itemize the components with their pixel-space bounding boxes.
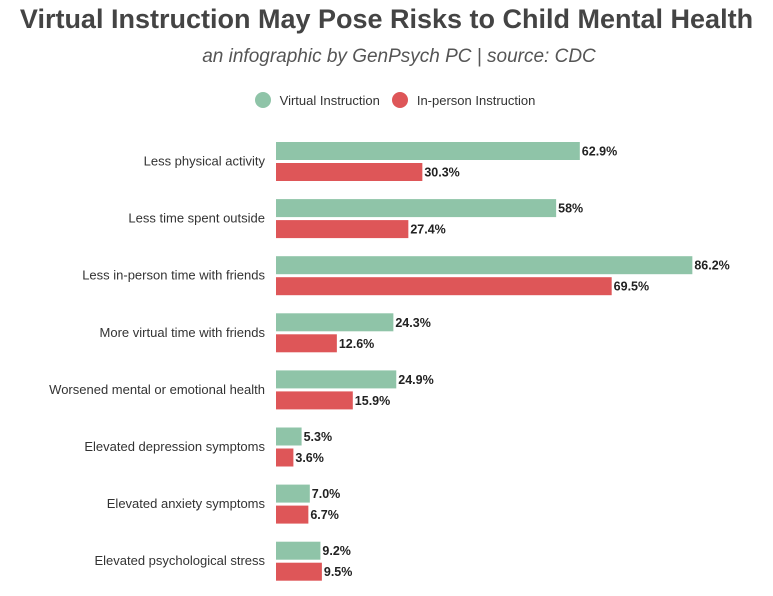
legend-item-in-person: In-person Instruction: [391, 92, 536, 108]
data-label: 7.0%: [312, 487, 341, 501]
bar-in-person: [276, 163, 423, 181]
bar-in-person: [276, 334, 337, 353]
data-label: 24.3%: [395, 316, 430, 330]
data-label: 9.2%: [322, 544, 351, 558]
category-label: Less time spent outside: [128, 211, 265, 226]
chart-title: Virtual Instruction May Pose Risks to Ch…: [19, 4, 754, 34]
data-label: 5.3%: [304, 430, 333, 444]
category-group: Worsened mental or emotional health 24.9%…: [49, 370, 434, 410]
bar-in-person: [276, 391, 353, 410]
data-label: 58%: [558, 202, 583, 216]
category-label: Worsened mental or emotional health: [49, 382, 265, 397]
category-group: Elevated depression symptoms 5.3% 3.6%: [84, 427, 333, 467]
category-group: Elevated psychological stress 9.2% 9.5%: [94, 541, 353, 581]
bar-in-person: [276, 505, 309, 524]
bar-virtual: [276, 142, 580, 160]
chart-subtitle: an infographic by GenPsych PC | source: …: [202, 46, 596, 67]
data-label: 27.4%: [410, 223, 445, 237]
data-label: 30.3%: [424, 166, 459, 180]
data-label: 3.6%: [295, 451, 324, 465]
data-label: 24.9%: [398, 373, 433, 387]
category-group: Less in-person time with friends 86.2% 69.…: [82, 256, 730, 296]
category-label: Elevated depression symptoms: [84, 439, 265, 454]
legend-label-virtual: Virtual Instruction: [279, 92, 380, 108]
bar-in-person: [276, 448, 294, 467]
category-label: More virtual time with friends: [100, 325, 266, 340]
category-label: Elevated psychological stress: [94, 553, 265, 568]
category-group: More virtual time with friends 24.3% 12.6%: [100, 313, 431, 353]
data-label: 15.9%: [355, 394, 390, 408]
bar-in-person: [276, 562, 322, 581]
legend-swatch-in-person: [391, 92, 408, 108]
bar-in-person: [276, 277, 612, 296]
category-label: Elevated anxiety symptoms: [107, 496, 266, 511]
data-label: 69.5%: [614, 280, 649, 294]
category-group: Less time spent outside 58% 27.4%: [128, 199, 583, 239]
category-label: Less in-person time with friends: [82, 268, 265, 283]
bar-in-person: [276, 220, 409, 239]
legend: Virtual Instruction In-person Instructio…: [0, 92, 773, 108]
legend-item-virtual: Virtual Instruction: [254, 92, 380, 108]
legend-swatch-virtual: [254, 92, 271, 108]
bar-virtual: [276, 541, 321, 560]
bar-virtual: [276, 199, 557, 218]
bar-virtual: [276, 256, 693, 275]
data-label: 6.7%: [310, 508, 339, 522]
legend-label-in-person: In-person Instruction: [416, 92, 536, 108]
bar-virtual: [276, 370, 397, 389]
bar-virtual: [276, 313, 394, 332]
category-group: Elevated anxiety symptoms 7.0% 6.7%: [107, 484, 341, 524]
data-label: 9.5%: [324, 565, 353, 579]
category-label: Less physical activity: [144, 154, 266, 169]
data-label: 12.6%: [339, 337, 374, 351]
data-label: 86.2%: [694, 259, 729, 273]
bar-virtual: [276, 427, 302, 446]
data-label: 62.9%: [582, 145, 617, 159]
category-group: Less physical activity 62.9% 30.3%: [144, 142, 617, 181]
bar-virtual: [276, 484, 310, 503]
